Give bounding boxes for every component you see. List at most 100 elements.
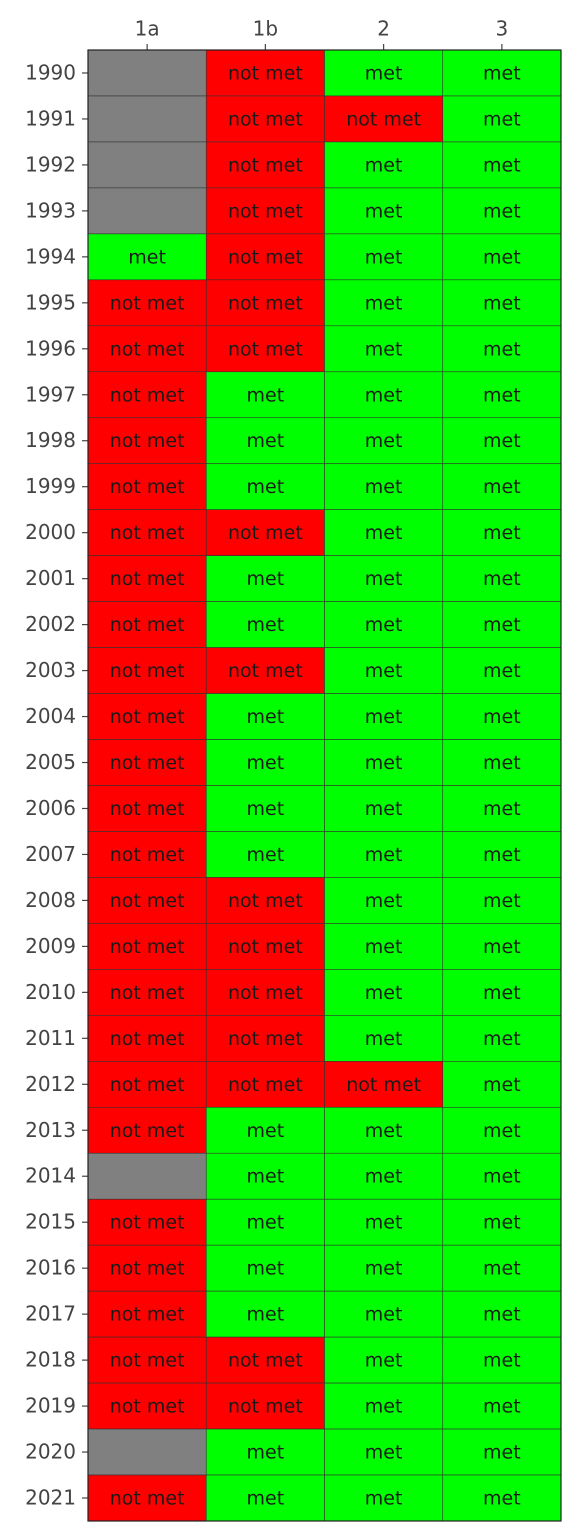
cell-label-2008-3: met [483,890,521,912]
cell-2002-2 [324,601,444,648]
cell-label-1994-2: met [365,246,403,268]
cell-1998-2 [324,417,444,465]
cell-2014-2 [324,1152,444,1200]
cell-label-1999-1b: met [247,476,285,498]
y-tick-label-2005: 2005 [25,750,76,774]
cell-label-2003-1b: not met [228,660,303,682]
cell-1993-1b [205,187,325,235]
y-tick-label-2009: 2009 [25,934,76,958]
cell-2018-2 [324,1336,444,1384]
cell-2005-1a [87,739,207,786]
y-tick-label-2020: 2020 [25,1440,76,1464]
cell-1992-3 [442,141,562,189]
cell-1990-1b [205,49,325,97]
cell-1990-2 [324,49,444,97]
cell-label-2016-1a: not met [110,1258,185,1280]
cell-2007-1b [205,831,325,878]
cell-1994-2 [324,233,444,281]
cell-2017-1a [87,1290,207,1338]
y-tick-label-2008: 2008 [25,888,76,912]
cell-label-1991-2: not met [346,108,421,130]
cell-2004-3 [442,693,562,740]
cell-2009-1b [205,923,325,970]
cell-label-2017-1a: not met [110,1304,185,1326]
y-tick-label-1999: 1999 [25,474,76,498]
cell-label-2012-1a: not met [110,1074,185,1096]
cell-label-1994-1b: not met [228,246,303,268]
y-tick-label-2017: 2017 [25,1302,76,1326]
cell-2003-1a [87,647,207,694]
cell-label-2004-1a: not met [110,706,185,728]
cell-2013-2 [324,1106,444,1154]
cell-2005-2 [324,739,444,786]
cell-label-2002-3: met [483,614,521,636]
y-tick-label-2000: 2000 [25,520,76,544]
cell-2018-1b [205,1336,325,1384]
cell-2002-1b [205,601,325,648]
cell-label-2000-1a: not met [110,522,185,544]
y-tick-label-1998: 1998 [25,428,76,452]
x-tick-label-2: 2 [377,17,390,41]
cell-label-1991-1b: not met [228,108,303,130]
cell-label-2012-3: met [483,1074,521,1096]
cell-2020-1b [205,1428,325,1476]
cell-2005-3 [442,739,562,786]
cell-label-2010-3: met [483,982,521,1004]
cell-label-1994-3: met [483,246,521,268]
cell-2012-3 [442,1061,562,1108]
cell-label-2002-2: met [365,614,403,636]
cell-2009-2 [324,923,444,970]
cell-2015-1b [205,1198,325,1246]
cell-1992-1a [87,141,207,189]
cell-1990-1a [87,49,207,97]
cell-label-2005-2: met [365,752,403,774]
cell-2002-1a [87,601,207,648]
y-tick-label-2002: 2002 [25,612,76,636]
cell-2021-3 [442,1474,562,1522]
cell-1991-3 [442,95,562,143]
cell-label-2006-1b: met [247,798,285,820]
y-tick-label-2006: 2006 [25,796,76,820]
cell-1992-2 [324,141,444,189]
cell-2003-2 [324,647,444,694]
cell-label-1996-2: met [365,338,403,360]
y-tick-label-1993: 1993 [25,198,76,222]
cell-label-2011-3: met [483,1028,521,1050]
cell-2020-1a [87,1428,207,1476]
y-tick-label-2021: 2021 [25,1486,76,1510]
cell-label-2002-1a: not met [110,614,185,636]
cell-1991-1b [205,95,325,143]
cell-2008-1b [205,877,325,924]
cell-2002-3 [442,601,562,648]
cell-2005-1b [205,739,325,786]
cell-1993-1a [87,187,207,235]
y-tick-label-1990: 1990 [25,60,76,84]
cell-label-1999-3: met [483,476,521,498]
cell-label-2005-3: met [483,752,521,774]
y-tick-label-2015: 2015 [25,1210,76,1234]
y-axis-ticks: 1990 1991 1992 1993 1994 1995 1996 1997 1998 1999… [25,60,88,1510]
cell-label-2015-1b: met [247,1212,285,1234]
cell-2011-2 [324,1015,444,1062]
cell-1997-2 [324,371,444,419]
cell-1996-3 [442,325,562,373]
cell-label-2013-1b: met [247,1120,285,1142]
cell-2011-1b [205,1015,325,1062]
cell-label-2019-1b: not met [228,1396,303,1418]
cell-2017-3 [442,1290,562,1338]
cell-label-2021-1b: met [247,1488,285,1510]
y-tick-label-1991: 1991 [25,106,76,130]
cell-2018-3 [442,1336,562,1384]
cell-label-1999-2: met [365,476,403,498]
cell-label-2020-2: met [365,1442,403,1464]
y-tick-label-2018: 2018 [25,1348,76,1372]
cell-label-2020-1b: met [247,1442,285,1464]
cell-label-2012-2: not met [346,1074,421,1096]
cell-1995-3 [442,279,562,327]
y-tick-label-2010: 2010 [25,980,76,1004]
cell-label-2020-3: met [483,1442,521,1464]
cell-label-2011-2: met [365,1028,403,1050]
cell-label-1997-1a: not met [110,384,185,406]
cell-label-2011-1b: not met [228,1028,303,1050]
